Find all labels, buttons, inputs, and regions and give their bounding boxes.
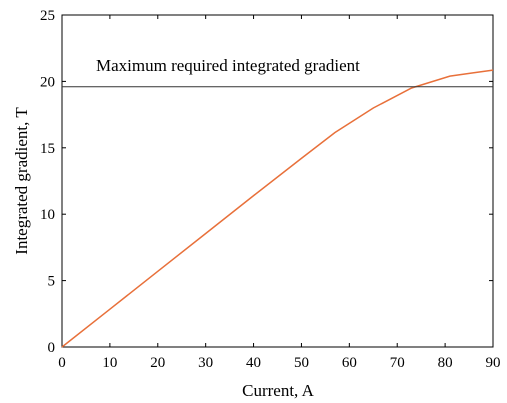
max-required-gradient-label: Maximum required integrated gradient <box>96 56 360 75</box>
x-tick-label: 50 <box>294 355 309 371</box>
x-tick-label: 90 <box>486 355 501 371</box>
x-tick-label: 70 <box>390 355 405 371</box>
x-tick-label: 60 <box>342 355 357 371</box>
y-tick-label: 10 <box>40 207 55 223</box>
x-tick-label: 40 <box>246 355 261 371</box>
x-tick-label: 80 <box>438 355 453 371</box>
current-vs-gradient-line <box>62 70 493 347</box>
y-tick-label: 5 <box>48 274 56 290</box>
series-layer <box>62 70 493 347</box>
y-tick-label: 20 <box>40 74 55 90</box>
x-tick-label: 0 <box>58 355 66 371</box>
x-tick-label: 30 <box>198 355 213 371</box>
x-tick-label: 20 <box>150 355 165 371</box>
y-tick-label: 25 <box>40 8 55 24</box>
y-tick-label: 0 <box>48 340 56 356</box>
y-tick-label: 15 <box>40 141 55 157</box>
y-axis-title: Integrated gradient, T <box>12 107 31 255</box>
x-tick-label: 10 <box>102 355 117 371</box>
x-axis-title: Current, A <box>242 381 314 400</box>
